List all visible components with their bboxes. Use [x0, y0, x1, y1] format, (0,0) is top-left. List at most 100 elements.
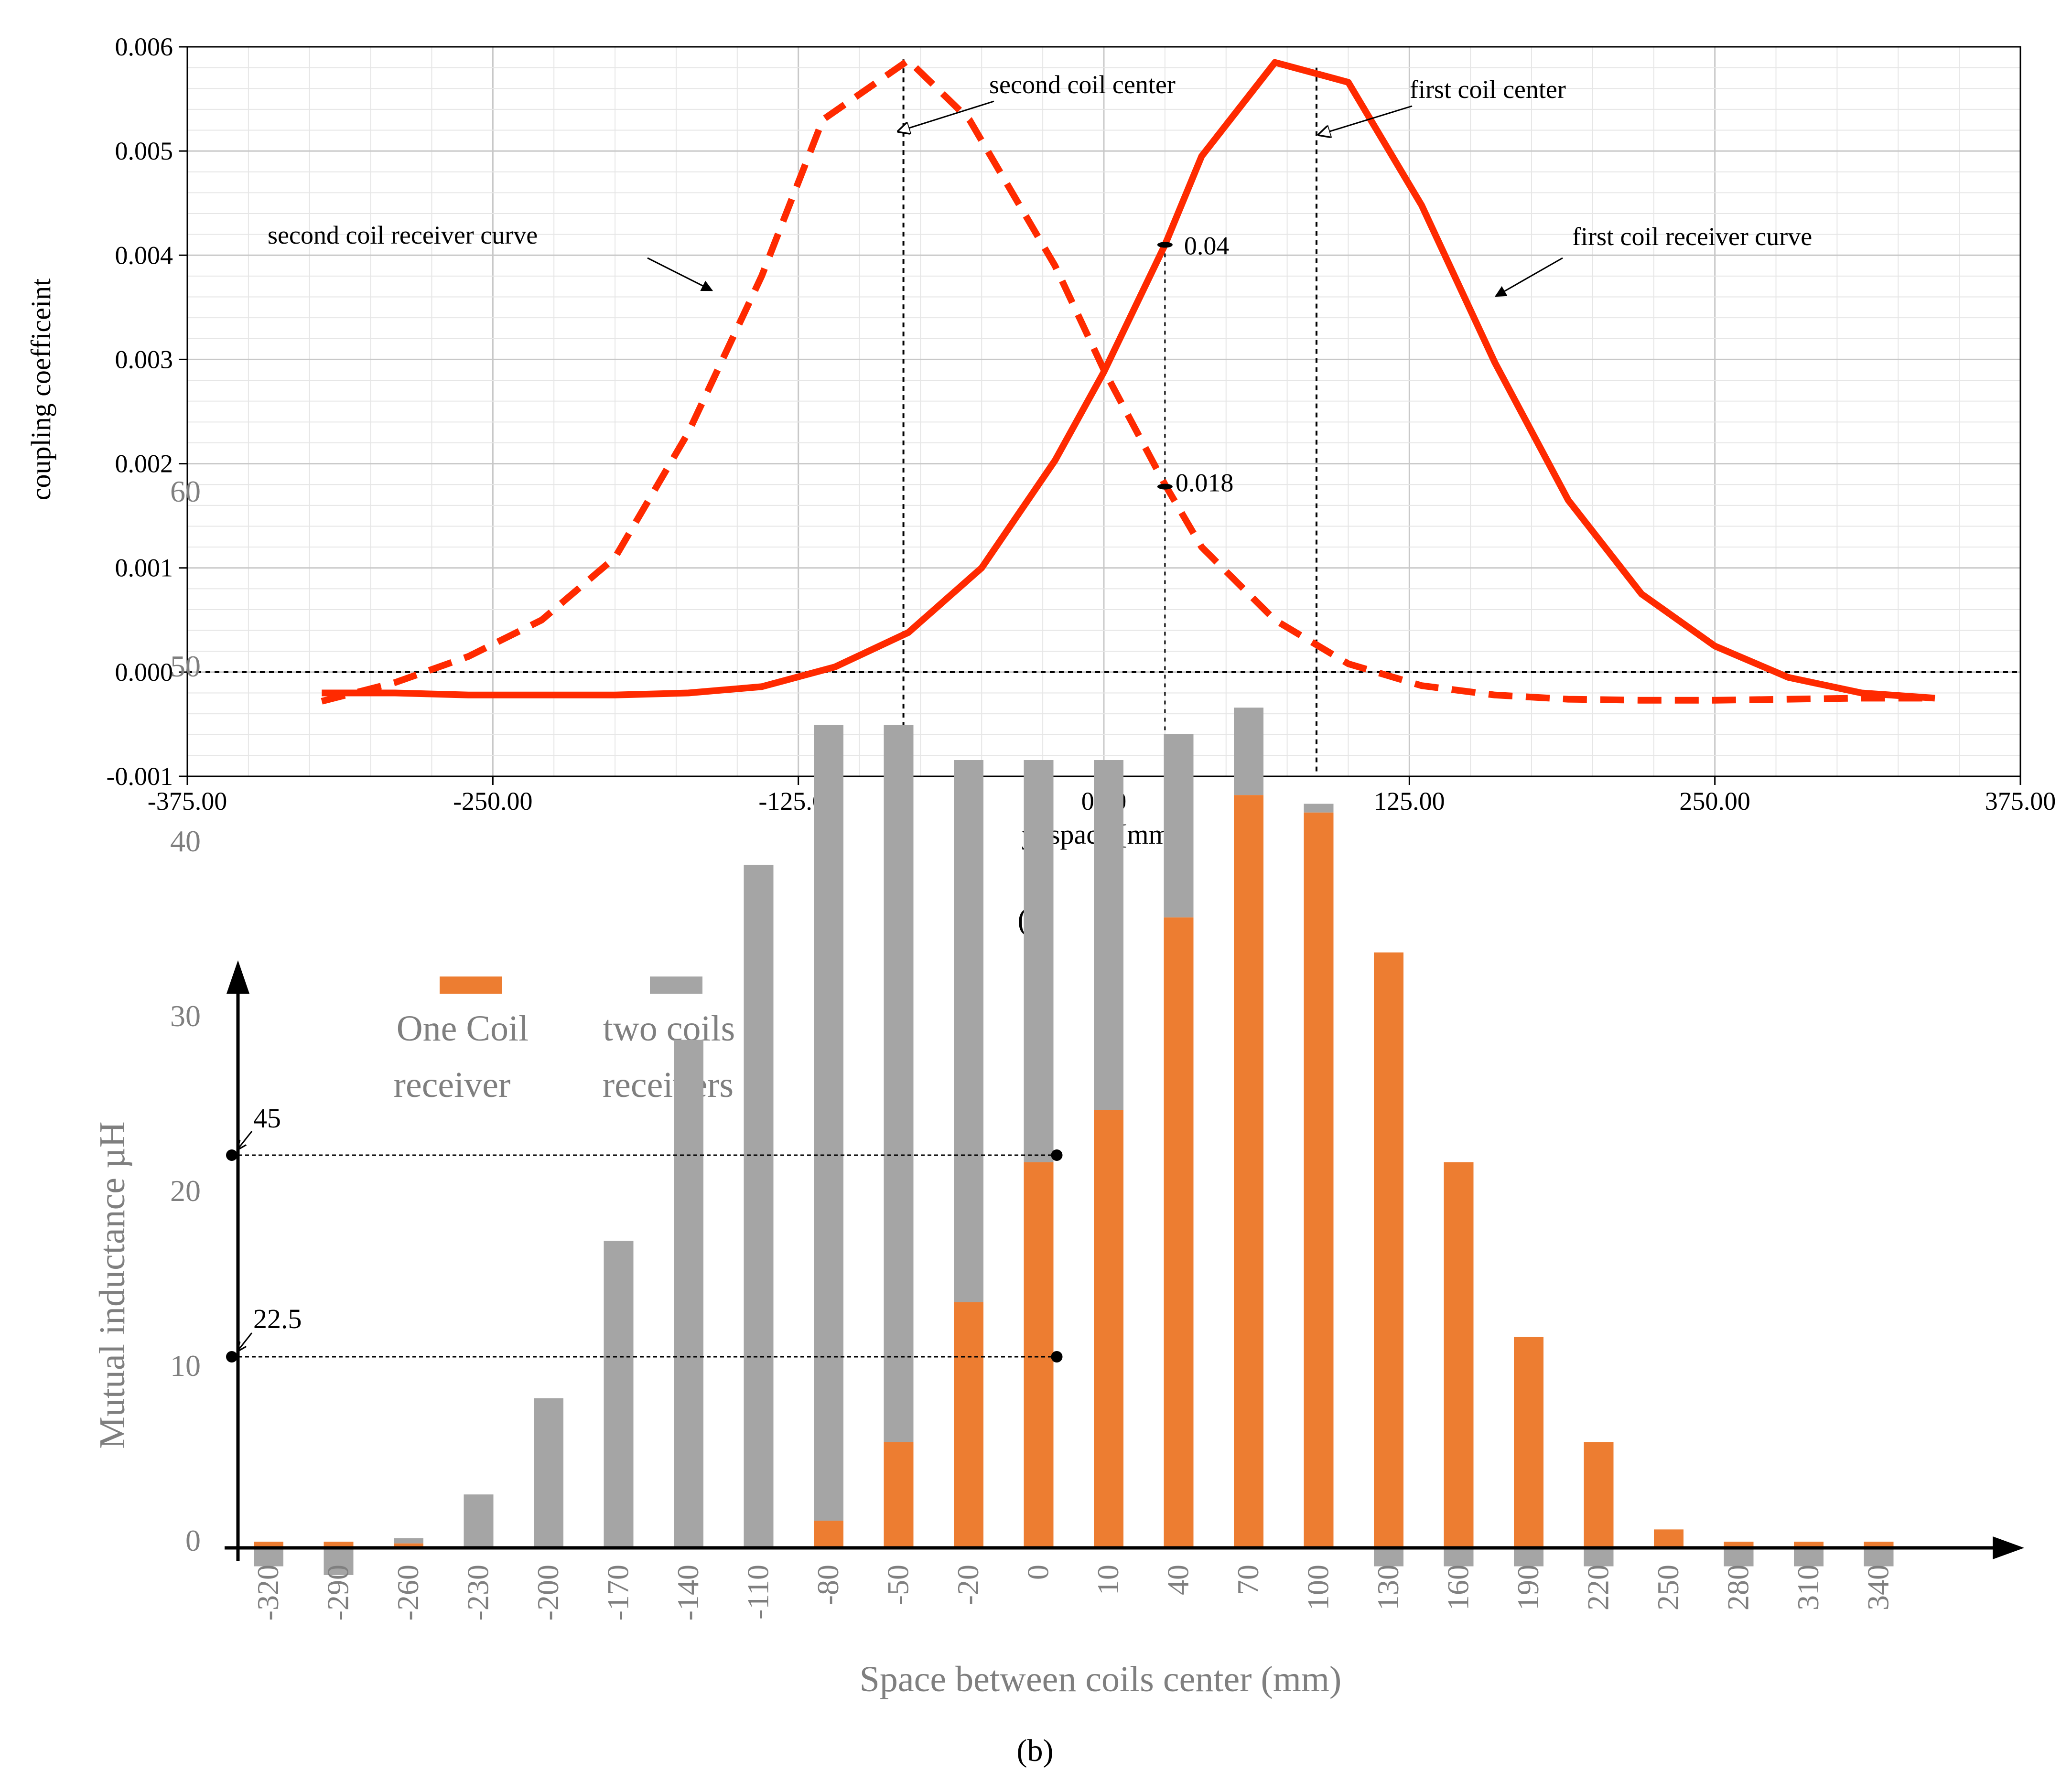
bar-two-coils--50 — [884, 725, 914, 1442]
bar-two-coils--140 — [674, 1040, 703, 1547]
x-axis-arrowhead-icon — [1993, 1536, 2024, 1559]
series-second-coil-receiver-curve — [321, 57, 1935, 705]
bar-one-coil--290 — [324, 1542, 354, 1547]
bar-one-coil--320 — [254, 1542, 283, 1547]
bar-two-coils--200 — [534, 1398, 563, 1547]
chart-a-y-axis-label: coupling coefficeint — [25, 279, 56, 500]
bar-one-coil--260 — [394, 1543, 423, 1547]
first-curve-label: first coil receiver curve — [1572, 222, 1812, 251]
x-tick-label: 160 — [1441, 1565, 1475, 1610]
bar-two-coils--320 — [254, 1549, 283, 1566]
y-tick-label: 30 — [170, 999, 201, 1033]
x-tick-label: 250 — [1651, 1565, 1685, 1610]
x-tick-label: -20 — [951, 1565, 985, 1605]
x-tick-label: 10 — [1091, 1565, 1125, 1595]
bar-two-coils-160 — [1444, 1549, 1474, 1566]
x-tick-label: -290 — [321, 1565, 355, 1620]
level-dot-bar-low — [1051, 1351, 1063, 1363]
second-curve-label: second coil receiver curve — [268, 221, 538, 249]
bar-two-coils-220 — [1584, 1549, 1614, 1566]
legend-label-two-coils-line2: receivers — [603, 1065, 734, 1105]
bar-two-coils--290 — [324, 1549, 354, 1575]
legend-label-two-coils-line1: two coils — [603, 1009, 735, 1049]
y-tick-label: 0.002 — [115, 450, 173, 478]
x-tick-label: -250.00 — [453, 787, 532, 815]
x-tick-label: -260 — [391, 1565, 425, 1620]
x-tick-label: 0 — [1021, 1565, 1055, 1580]
bar-two-coils-190 — [1514, 1549, 1543, 1566]
x-tick-label: -170 — [601, 1565, 635, 1620]
bar-one-coil-10 — [1094, 1110, 1123, 1547]
chart-b-y-ticks: 0 10 20 30 40 50 60 — [170, 474, 201, 1557]
bar-one-coil-130 — [1374, 952, 1403, 1547]
x-tick-label: 100 — [1301, 1565, 1335, 1610]
bar-two-coils--20 — [954, 760, 983, 1302]
level-dot-axis-low — [226, 1351, 237, 1363]
marker-high — [1157, 242, 1173, 248]
x-tick-label: 130 — [1371, 1565, 1405, 1610]
bar-one-coil-280 — [1724, 1542, 1754, 1547]
bar-one-coil-220 — [1584, 1442, 1614, 1547]
y-tick-label: 50 — [170, 649, 201, 683]
value-label-0.04: 0.04 — [1184, 231, 1230, 260]
bar-one-coil-100 — [1304, 812, 1334, 1547]
x-tick-label: 280 — [1721, 1565, 1755, 1610]
bar-one-coil-0 — [1024, 1162, 1054, 1547]
bar-two-coils--260 — [394, 1538, 423, 1544]
x-tick-label: -80 — [811, 1565, 845, 1605]
bar-one-coil-250 — [1654, 1529, 1684, 1547]
bar-one-coil-70 — [1234, 795, 1263, 1547]
y-tick-label: 20 — [170, 1174, 201, 1208]
bar-one-coil-340 — [1864, 1542, 1894, 1547]
level-label-45: 45 — [253, 1103, 281, 1134]
level-pointer-low — [237, 1332, 253, 1351]
x-tick-label: 375.00 — [1985, 787, 2056, 815]
level-dot-axis-high — [226, 1149, 237, 1161]
x-tick-label: -110 — [741, 1565, 775, 1620]
y-tick-label: -0.001 — [107, 762, 173, 791]
chart-a: -375.00-250.00-125.000.00125.00250.00375… — [25, 32, 2056, 937]
legend-swatch-one-coil — [440, 976, 502, 994]
chart-b-axes — [225, 960, 2024, 1561]
bar-two-coils-40 — [1164, 734, 1194, 918]
level-label-22.5: 22.5 — [253, 1303, 302, 1334]
bar-two-coils--80 — [814, 725, 843, 1521]
x-tick-label: 40 — [1161, 1565, 1195, 1595]
x-tick-label: -200 — [531, 1565, 565, 1620]
legend-swatch-two-coils — [650, 976, 702, 994]
series-first-coil-receiver-curve — [322, 59, 1935, 702]
y-axis-arrowhead-icon — [227, 960, 249, 994]
x-tick-label: 220 — [1581, 1565, 1615, 1610]
bar-one-coil-40 — [1164, 917, 1194, 1547]
second-curve-arrow — [647, 257, 713, 291]
bar-two-coils-100 — [1304, 804, 1334, 813]
bar-two-coils-310 — [1794, 1549, 1824, 1566]
chart-b: One Coil receiver two coils receivers 0 1… — [92, 474, 2024, 1768]
bar-one-coil-160 — [1444, 1162, 1474, 1547]
y-tick-label: 0.005 — [115, 137, 173, 165]
x-tick-label: -140 — [671, 1565, 705, 1620]
x-tick-label: -230 — [461, 1565, 495, 1620]
level-dot-bar-high — [1051, 1149, 1063, 1161]
y-tick-label: 0.006 — [115, 32, 173, 61]
x-tick-label: 70 — [1231, 1565, 1265, 1595]
caption-b: (b) — [1017, 1733, 1054, 1768]
y-tick-label: 0.003 — [115, 345, 173, 374]
bar-one-coil--80 — [814, 1521, 843, 1547]
bar-one-coil-190 — [1514, 1337, 1543, 1547]
first-coil-center-arrow — [1319, 105, 1413, 135]
bar-two-coils--110 — [744, 865, 774, 1547]
x-tick-label: -50 — [881, 1565, 915, 1605]
legend-label-one-coil-line1: One Coil — [397, 1009, 529, 1049]
bar-one-coil--50 — [884, 1442, 914, 1547]
y-tick-label: 40 — [170, 824, 201, 858]
y-tick-label: 0.001 — [115, 554, 173, 582]
chart-a-grid — [186, 46, 2021, 777]
chart-a-value-markers — [1157, 242, 1173, 490]
marker-low — [1157, 483, 1173, 490]
y-tick-label: 0.000 — [115, 658, 173, 687]
bar-two-coils--230 — [464, 1494, 494, 1547]
second-coil-center-arrow — [898, 100, 994, 131]
x-tick-label: -320 — [251, 1565, 285, 1620]
y-tick-label: 10 — [170, 1349, 201, 1383]
